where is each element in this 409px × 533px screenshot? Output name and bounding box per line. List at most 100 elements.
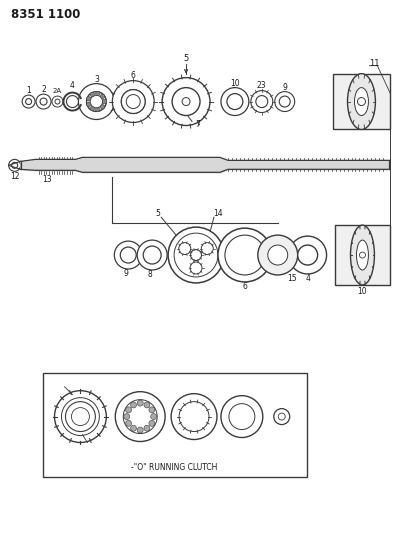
Circle shape bbox=[168, 227, 223, 283]
Circle shape bbox=[36, 94, 51, 109]
Ellipse shape bbox=[354, 87, 368, 116]
Circle shape bbox=[95, 108, 100, 112]
Bar bbox=[334, 225, 389, 285]
Text: 6: 6 bbox=[242, 282, 247, 292]
Circle shape bbox=[11, 163, 18, 168]
Circle shape bbox=[274, 92, 294, 111]
Ellipse shape bbox=[355, 240, 368, 270]
Circle shape bbox=[201, 243, 213, 255]
Circle shape bbox=[123, 400, 157, 433]
Circle shape bbox=[148, 407, 155, 413]
Text: 12: 12 bbox=[10, 172, 19, 181]
Circle shape bbox=[54, 391, 106, 442]
Circle shape bbox=[148, 421, 155, 426]
Text: 17: 17 bbox=[60, 377, 69, 386]
Text: 2A: 2A bbox=[53, 87, 62, 94]
Circle shape bbox=[130, 425, 136, 431]
Text: 4: 4 bbox=[304, 274, 309, 284]
Circle shape bbox=[115, 392, 165, 441]
Circle shape bbox=[297, 245, 317, 265]
Text: 5: 5 bbox=[155, 209, 160, 217]
Text: 1: 1 bbox=[26, 86, 31, 95]
Circle shape bbox=[100, 94, 105, 99]
Circle shape bbox=[25, 99, 31, 104]
Text: 5: 5 bbox=[183, 54, 188, 63]
Circle shape bbox=[279, 96, 290, 107]
Circle shape bbox=[273, 409, 289, 425]
Text: 4: 4 bbox=[70, 81, 75, 90]
Circle shape bbox=[55, 99, 60, 104]
Text: 11: 11 bbox=[368, 59, 379, 68]
Circle shape bbox=[174, 233, 218, 277]
Ellipse shape bbox=[347, 74, 375, 130]
Circle shape bbox=[22, 95, 35, 108]
Circle shape bbox=[100, 104, 105, 109]
Text: 8: 8 bbox=[148, 270, 152, 279]
Circle shape bbox=[114, 241, 142, 269]
Text: -"O" RUNNING CLUTCH: -"O" RUNNING CLUTCH bbox=[131, 463, 217, 472]
Circle shape bbox=[226, 94, 242, 110]
Circle shape bbox=[178, 243, 190, 255]
Bar bbox=[43, 373, 306, 477]
Circle shape bbox=[162, 78, 209, 125]
Circle shape bbox=[102, 99, 106, 104]
Circle shape bbox=[120, 247, 136, 263]
Circle shape bbox=[61, 398, 99, 435]
Text: 7: 7 bbox=[195, 120, 200, 129]
Circle shape bbox=[86, 92, 106, 111]
Text: 15: 15 bbox=[286, 274, 296, 284]
Circle shape bbox=[190, 249, 201, 261]
Circle shape bbox=[137, 400, 143, 406]
Text: 9: 9 bbox=[282, 83, 286, 92]
Text: 23: 23 bbox=[256, 81, 266, 90]
Circle shape bbox=[86, 96, 91, 101]
Circle shape bbox=[179, 402, 209, 432]
Circle shape bbox=[190, 262, 202, 274]
Circle shape bbox=[125, 407, 131, 413]
Circle shape bbox=[95, 91, 100, 96]
Circle shape bbox=[125, 421, 131, 426]
Circle shape bbox=[121, 90, 145, 114]
Circle shape bbox=[78, 84, 114, 119]
Text: 18: 18 bbox=[83, 442, 93, 451]
Circle shape bbox=[225, 235, 264, 275]
Circle shape bbox=[130, 402, 136, 408]
Circle shape bbox=[257, 235, 297, 275]
Circle shape bbox=[143, 246, 161, 264]
Circle shape bbox=[220, 395, 262, 438]
Circle shape bbox=[90, 95, 102, 108]
Circle shape bbox=[124, 414, 129, 419]
Circle shape bbox=[151, 414, 156, 419]
Ellipse shape bbox=[350, 225, 373, 285]
Circle shape bbox=[86, 92, 106, 111]
Circle shape bbox=[121, 90, 145, 114]
Circle shape bbox=[357, 98, 364, 106]
Circle shape bbox=[86, 102, 91, 107]
Text: 19: 19 bbox=[135, 380, 145, 389]
Circle shape bbox=[90, 92, 94, 96]
Circle shape bbox=[52, 96, 63, 107]
Circle shape bbox=[71, 408, 89, 425]
Text: 6: 6 bbox=[130, 71, 135, 80]
Text: 21: 21 bbox=[236, 384, 246, 393]
Circle shape bbox=[171, 394, 216, 440]
Circle shape bbox=[278, 413, 285, 420]
Circle shape bbox=[218, 228, 271, 282]
Text: 20: 20 bbox=[189, 382, 198, 391]
Circle shape bbox=[144, 425, 150, 431]
Text: 8351 1100: 8351 1100 bbox=[11, 8, 80, 21]
Circle shape bbox=[112, 80, 154, 123]
Circle shape bbox=[144, 402, 150, 408]
Circle shape bbox=[172, 87, 200, 116]
Circle shape bbox=[126, 94, 140, 109]
Circle shape bbox=[267, 245, 287, 265]
Circle shape bbox=[250, 91, 272, 112]
Text: 3: 3 bbox=[94, 75, 99, 84]
Circle shape bbox=[40, 98, 47, 105]
Circle shape bbox=[9, 159, 20, 171]
Text: 13: 13 bbox=[42, 175, 51, 184]
Circle shape bbox=[90, 107, 94, 111]
Bar bbox=[332, 74, 389, 130]
Circle shape bbox=[288, 236, 326, 274]
Text: 9: 9 bbox=[124, 270, 128, 278]
